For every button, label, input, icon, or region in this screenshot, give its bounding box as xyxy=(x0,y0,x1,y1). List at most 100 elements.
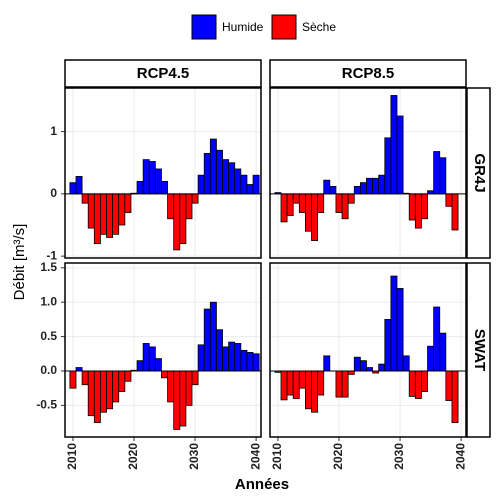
y-tick-label: 1 xyxy=(50,124,57,138)
bar xyxy=(292,370,300,399)
bar xyxy=(93,370,101,423)
bar xyxy=(75,367,83,372)
bar xyxy=(87,193,95,229)
bar xyxy=(161,370,168,379)
y-tick-label: 0.0 xyxy=(40,363,57,377)
bar xyxy=(286,193,294,217)
bar xyxy=(384,137,392,195)
x-tick-label: 2010 xyxy=(270,443,284,470)
bar xyxy=(384,318,392,372)
bar xyxy=(179,370,187,427)
bar xyxy=(359,182,367,195)
bar xyxy=(298,193,306,213)
bar xyxy=(203,308,211,372)
bar xyxy=(414,193,422,229)
panel-border xyxy=(64,262,262,438)
bar xyxy=(75,176,83,195)
bar xyxy=(197,344,205,372)
bar xyxy=(112,370,120,403)
bar xyxy=(118,370,126,393)
x-tick-label: 2040 xyxy=(453,443,467,470)
bar xyxy=(433,306,441,372)
bar xyxy=(305,370,312,410)
facet-strip xyxy=(466,262,491,438)
bar xyxy=(148,161,156,195)
bar xyxy=(185,370,193,406)
bar xyxy=(228,162,236,195)
bar xyxy=(421,370,428,393)
bar xyxy=(359,360,367,372)
bar xyxy=(191,370,199,386)
bar xyxy=(154,168,162,195)
legend-swatch xyxy=(191,14,217,40)
facet-label: RCP4.5 xyxy=(137,65,190,82)
bar xyxy=(185,193,193,220)
bar xyxy=(240,174,248,195)
bar xyxy=(323,355,331,372)
bar xyxy=(124,193,132,213)
bar xyxy=(100,193,107,235)
y-tick-label: -0.5 xyxy=(36,398,57,412)
bar xyxy=(451,193,459,231)
bar xyxy=(81,370,89,386)
bar xyxy=(433,151,441,195)
bar xyxy=(311,370,319,413)
bar xyxy=(161,181,168,195)
bar xyxy=(341,193,349,220)
bar xyxy=(148,346,156,372)
bar xyxy=(390,95,398,195)
bar xyxy=(390,275,398,372)
bar xyxy=(335,193,343,213)
bar xyxy=(439,157,447,195)
bar xyxy=(305,193,312,232)
bar xyxy=(191,193,199,204)
bar xyxy=(69,182,77,195)
facet-strip xyxy=(64,59,262,88)
bar xyxy=(228,341,236,372)
bar xyxy=(209,301,217,372)
bar xyxy=(317,193,325,213)
bar xyxy=(396,115,404,195)
bar xyxy=(112,193,120,235)
facet-label: RCP8.5 xyxy=(342,65,395,82)
bar xyxy=(209,138,217,195)
bar xyxy=(197,174,205,195)
bar xyxy=(136,181,144,195)
bar xyxy=(173,193,181,251)
bar xyxy=(234,343,242,372)
bar xyxy=(222,159,230,195)
bar xyxy=(445,370,453,401)
bar xyxy=(366,177,373,195)
bar xyxy=(252,353,260,372)
bar xyxy=(203,152,211,195)
bar xyxy=(347,370,355,375)
legend-swatch xyxy=(271,14,297,40)
x-tick-label: 2020 xyxy=(126,443,140,470)
bar xyxy=(451,370,459,423)
bar xyxy=(335,370,343,398)
bar xyxy=(222,346,230,372)
bar xyxy=(106,193,114,238)
facet-strip xyxy=(269,59,467,88)
bar xyxy=(402,355,410,372)
bar xyxy=(81,193,89,204)
bar xyxy=(69,370,77,389)
facet-label: SWAT xyxy=(471,329,488,371)
y-tick-label: -1 xyxy=(46,248,57,262)
bar xyxy=(366,367,373,372)
bar xyxy=(100,370,107,413)
bar xyxy=(311,193,319,241)
bar xyxy=(286,370,294,396)
bar xyxy=(353,356,361,372)
x-axis-label: Années xyxy=(235,476,289,493)
bar xyxy=(142,159,150,195)
bar xyxy=(292,193,300,204)
bar xyxy=(329,185,337,195)
bar xyxy=(93,193,101,245)
legend-label: Sèche xyxy=(302,20,336,34)
x-tick-label: 2010 xyxy=(65,443,79,470)
bar xyxy=(216,149,223,195)
bar xyxy=(353,185,361,195)
x-tick-label: 2040 xyxy=(248,443,262,470)
